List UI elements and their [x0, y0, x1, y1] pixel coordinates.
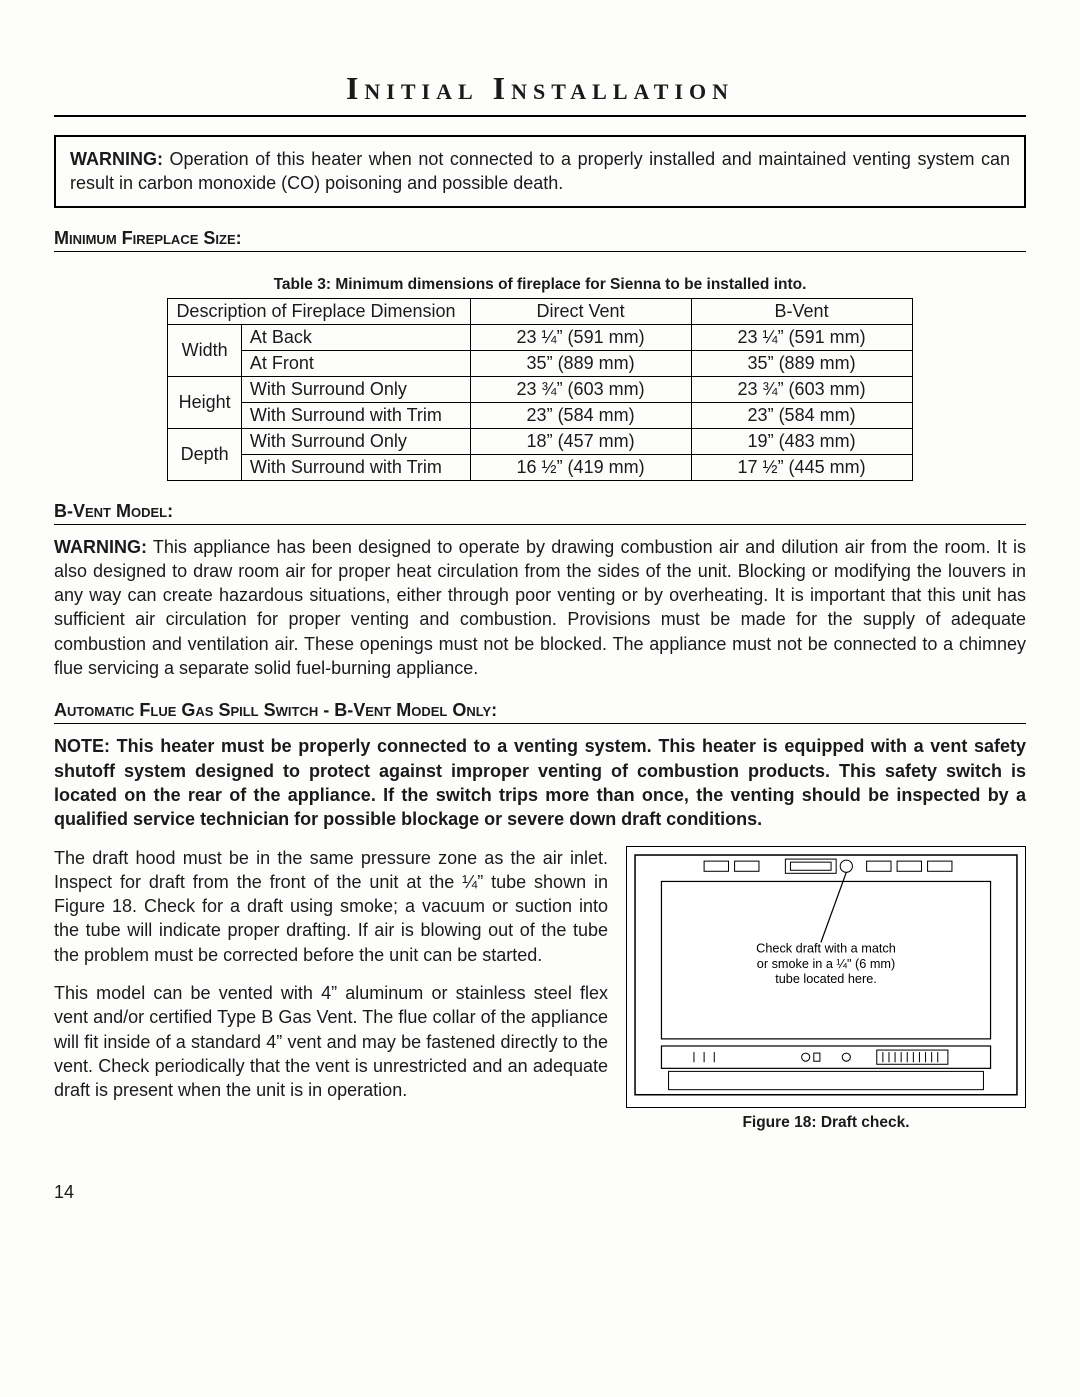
- warning-prefix: WARNING:: [70, 149, 163, 169]
- spill-note: NOTE: This heater must be properly conne…: [54, 734, 1026, 831]
- cell: 23” (584 mm): [470, 402, 691, 428]
- svg-text:Check draft with a match: Check draft with a match: [756, 941, 896, 955]
- page-title: Initial Installation: [54, 70, 1026, 117]
- col-desc: Description of Fireplace Dimension: [168, 298, 470, 324]
- figure-18: Check draft with a match or smoke in a ¼…: [626, 846, 1026, 1109]
- col-dv: Direct Vent: [470, 298, 691, 324]
- figure-caption: Figure 18: Draft check.: [626, 1114, 1026, 1132]
- cell: 23 ¾” (603 mm): [470, 376, 691, 402]
- cell: At Back: [241, 324, 470, 350]
- cell: 23” (584 mm): [691, 402, 912, 428]
- cell: 35” (889 mm): [470, 350, 691, 376]
- cell: At Front: [241, 350, 470, 376]
- row-width: Width: [168, 324, 241, 376]
- svg-text:tube located here.: tube located here.: [775, 972, 877, 986]
- warning-box: WARNING: Operation of this heater when n…: [54, 135, 1026, 208]
- bvent-warning-text: This appliance has been designed to oper…: [54, 537, 1026, 678]
- cell: With Surround Only: [241, 428, 470, 454]
- cell: With Surround Only: [241, 376, 470, 402]
- bvent-paragraph: WARNING: This appliance has been designe…: [54, 535, 1026, 681]
- cell: With Surround with Trim: [241, 402, 470, 428]
- cell: 23 ¼” (591 mm): [470, 324, 691, 350]
- draft-check-diagram: Check draft with a match or smoke in a ¼…: [633, 853, 1019, 1097]
- section-min-size: Minimum Fireplace Size:: [54, 228, 1026, 252]
- page-number: 14: [54, 1182, 1026, 1203]
- row-depth: Depth: [168, 428, 241, 480]
- cell: 16 ½” (419 mm): [470, 454, 691, 480]
- cell: 35” (889 mm): [691, 350, 912, 376]
- cell: 17 ½” (445 mm): [691, 454, 912, 480]
- draft-para-1: The draft hood must be in the same press…: [54, 846, 608, 967]
- row-height: Height: [168, 376, 241, 428]
- svg-text:or smoke in a ¼" (6 mm): or smoke in a ¼" (6 mm): [757, 956, 895, 970]
- section-spill: Automatic Flue Gas Spill Switch - B-Vent…: [54, 700, 1026, 724]
- cell: 23 ¾” (603 mm): [691, 376, 912, 402]
- cell: 23 ¼” (591 mm): [691, 324, 912, 350]
- dimensions-table: Description of Fireplace Dimension Direc…: [167, 298, 912, 481]
- section-bvent: B-Vent Model:: [54, 501, 1026, 525]
- bvent-warning-prefix: WARNING:: [54, 537, 147, 557]
- table-caption: Table 3: Minimum dimensions of fireplace…: [54, 276, 1026, 294]
- cell: 19” (483 mm): [691, 428, 912, 454]
- col-bv: B-Vent: [691, 298, 912, 324]
- draft-para-2: This model can be vented with 4” aluminu…: [54, 981, 608, 1102]
- warning-text: Operation of this heater when not connec…: [70, 149, 1010, 193]
- cell: With Surround with Trim: [241, 454, 470, 480]
- cell: 18” (457 mm): [470, 428, 691, 454]
